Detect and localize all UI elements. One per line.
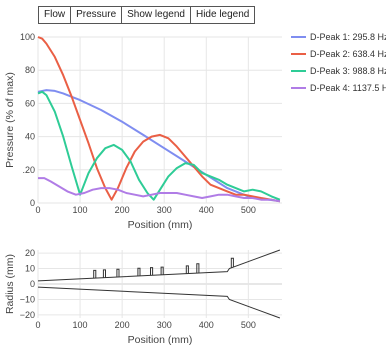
series-line-2	[37, 36, 281, 203]
toolbar: Flow Pressure Show legend Hide legend	[38, 6, 256, 24]
x-tick-label: 300	[157, 205, 172, 215]
x-tick-label: 500	[241, 320, 256, 330]
x-tick-label: 100	[73, 320, 88, 330]
y-tick-label: .20	[22, 165, 35, 175]
legend: D-Peak 1: 295.8 Hz D-Peak 2: 638.4 Hz D-Pe…	[291, 32, 386, 93]
tone-hole-9	[230, 257, 234, 268]
tone-hole-3	[116, 268, 120, 277]
tone-hole-7	[185, 265, 189, 274]
x-tick-label: 400	[199, 320, 214, 330]
tone-hole-4	[137, 267, 141, 276]
y-tick-label: 60	[25, 98, 35, 108]
series-line-4	[38, 177, 281, 203]
tone-hole-8	[196, 263, 200, 274]
y-tick-label: 10	[25, 264, 35, 274]
bore-lower-profile	[37, 286, 281, 319]
y-tick-label: 100	[20, 32, 35, 42]
x-tick-label: 200	[115, 205, 130, 215]
legend-label-2: D-Peak 2: 638.4 Hz	[310, 49, 386, 59]
legend-label-3: D-Peak 3: 988.8 Hz	[310, 66, 386, 76]
y-tick-label: 20	[25, 248, 35, 258]
series-line-1	[37, 89, 281, 203]
y-tick-label: 0	[30, 198, 35, 208]
pressure-chart: 0 .20 40 60 80 100 0 100 200 300 400 500 Position (m…	[4, 32, 282, 231]
y-tick-label: 80	[25, 65, 35, 75]
tone-hole-5	[150, 267, 154, 276]
legend-label-1: D-Peak 1: 295.8 Hz	[310, 32, 386, 42]
y-tick-label: 40	[25, 132, 35, 142]
x-axis-title: Position (mm)	[128, 219, 193, 231]
y-tick-label: 0	[30, 279, 35, 289]
tone-hole-2	[102, 269, 106, 278]
x-axis-title: Position (mm)	[128, 334, 193, 346]
y-axis-title: Radius (mm)	[4, 254, 16, 314]
y-axis-title: Pressure (% of max)	[4, 72, 16, 168]
y-tick-label: −20	[20, 310, 35, 320]
bore-upper-profile	[37, 249, 281, 282]
y-tick-label: −10	[20, 294, 35, 304]
x-tick-label: 200	[115, 320, 130, 330]
tone-hole-6	[160, 266, 164, 275]
series-line-3	[37, 90, 281, 201]
hide-legend-button[interactable]: Hide legend	[189, 6, 256, 24]
x-tick-label: 100	[73, 205, 88, 215]
x-tick-label: 0	[35, 205, 40, 215]
x-tick-label: 500	[241, 205, 256, 215]
x-tick-label: 300	[157, 320, 172, 330]
tone-hole-1	[93, 269, 97, 279]
legend-label-4: D-Peak 4: 1137.5 Hz	[310, 83, 386, 93]
x-tick-label: 400	[199, 205, 214, 215]
x-tick-label: 0	[35, 320, 40, 330]
